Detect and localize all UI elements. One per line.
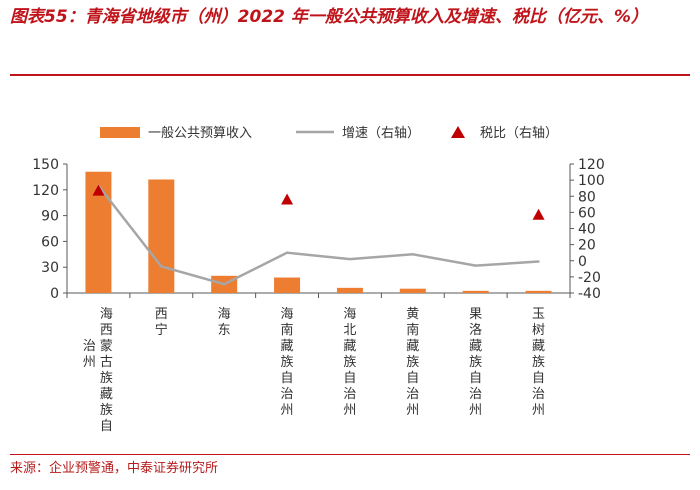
left-tick-label: 90 — [41, 209, 59, 225]
growth-point — [160, 265, 163, 268]
tax-ratio-marker — [281, 193, 294, 205]
footer-divider — [10, 454, 690, 455]
growth-point — [348, 257, 352, 261]
tax-ratio-marker — [92, 184, 105, 196]
x-tick-label: 海北藏族自治州 — [343, 307, 356, 418]
growth-line-path — [97, 185, 539, 286]
legend-label-line: 增速（右轴） — [342, 126, 420, 141]
left-tick-label: 150 — [32, 157, 59, 173]
legend-label-bar: 一般公共预算收入 — [148, 125, 252, 141]
x-tick-label: 黄南藏族自治州 — [406, 307, 419, 418]
left-tick-label: 60 — [41, 234, 59, 250]
right-tick-label: -40 — [578, 286, 601, 302]
legend-swatch-marker — [451, 126, 465, 138]
right-tick-label: 20 — [578, 238, 596, 254]
growth-point — [474, 264, 477, 267]
left-tick-label: 120 — [32, 183, 59, 199]
left-tick-label: 0 — [50, 286, 59, 302]
right-tick-label: 80 — [578, 189, 596, 205]
legend: 一般公共预算收入 增速（右轴） 税比（右轴） — [100, 125, 558, 141]
growth-point — [537, 260, 540, 263]
x-tick-label: 果洛藏族自治州 — [469, 307, 482, 418]
legend-swatch-bar — [100, 127, 140, 138]
x-tick-label: 玉树藏族自治州 — [532, 307, 545, 418]
left-tick-label: 30 — [41, 260, 59, 276]
x-tick-label: 西宁 — [155, 307, 168, 338]
right-tick-label: 120 — [578, 157, 605, 173]
bar — [336, 287, 363, 293]
x-tick-labels: 海西蒙古族藏族自治州 西宁 海东 海南藏族自治州 海北藏族自治州 黄南藏族自治州 果洛藏族自… — [83, 307, 545, 434]
right-tick-label: 40 — [578, 222, 596, 238]
right-tick-label: 60 — [578, 205, 596, 221]
growth-point — [222, 282, 226, 286]
tax-ratio-markers — [92, 184, 545, 220]
x-tick-label: 海西蒙古族藏族自治州 — [83, 307, 113, 434]
bar — [148, 179, 175, 293]
growth-point — [411, 253, 415, 256]
bar — [462, 290, 489, 293]
right-tick-label: 100 — [578, 173, 605, 189]
title-divider — [10, 74, 690, 76]
x-tick-label: 海东 — [218, 307, 231, 338]
right-tick-label: -20 — [578, 270, 601, 286]
bar — [399, 288, 426, 293]
right-tick-label: 0 — [578, 254, 587, 270]
source-note: 来源：企业预警通，中泰证券研究所 — [10, 461, 219, 476]
growth-line — [97, 184, 540, 286]
figure-title: 图表55：青海省地级市（州）2022 年一般公共预算收入及增速、税比（亿元、%） — [10, 7, 648, 27]
bars — [85, 171, 552, 293]
bar — [274, 277, 301, 293]
bar — [525, 290, 552, 293]
growth-point — [285, 251, 289, 254]
tax-ratio-marker — [532, 208, 545, 220]
x-tick-label: 海南藏族自治州 — [281, 307, 294, 418]
legend-label-marker: 税比（右轴） — [480, 126, 558, 141]
